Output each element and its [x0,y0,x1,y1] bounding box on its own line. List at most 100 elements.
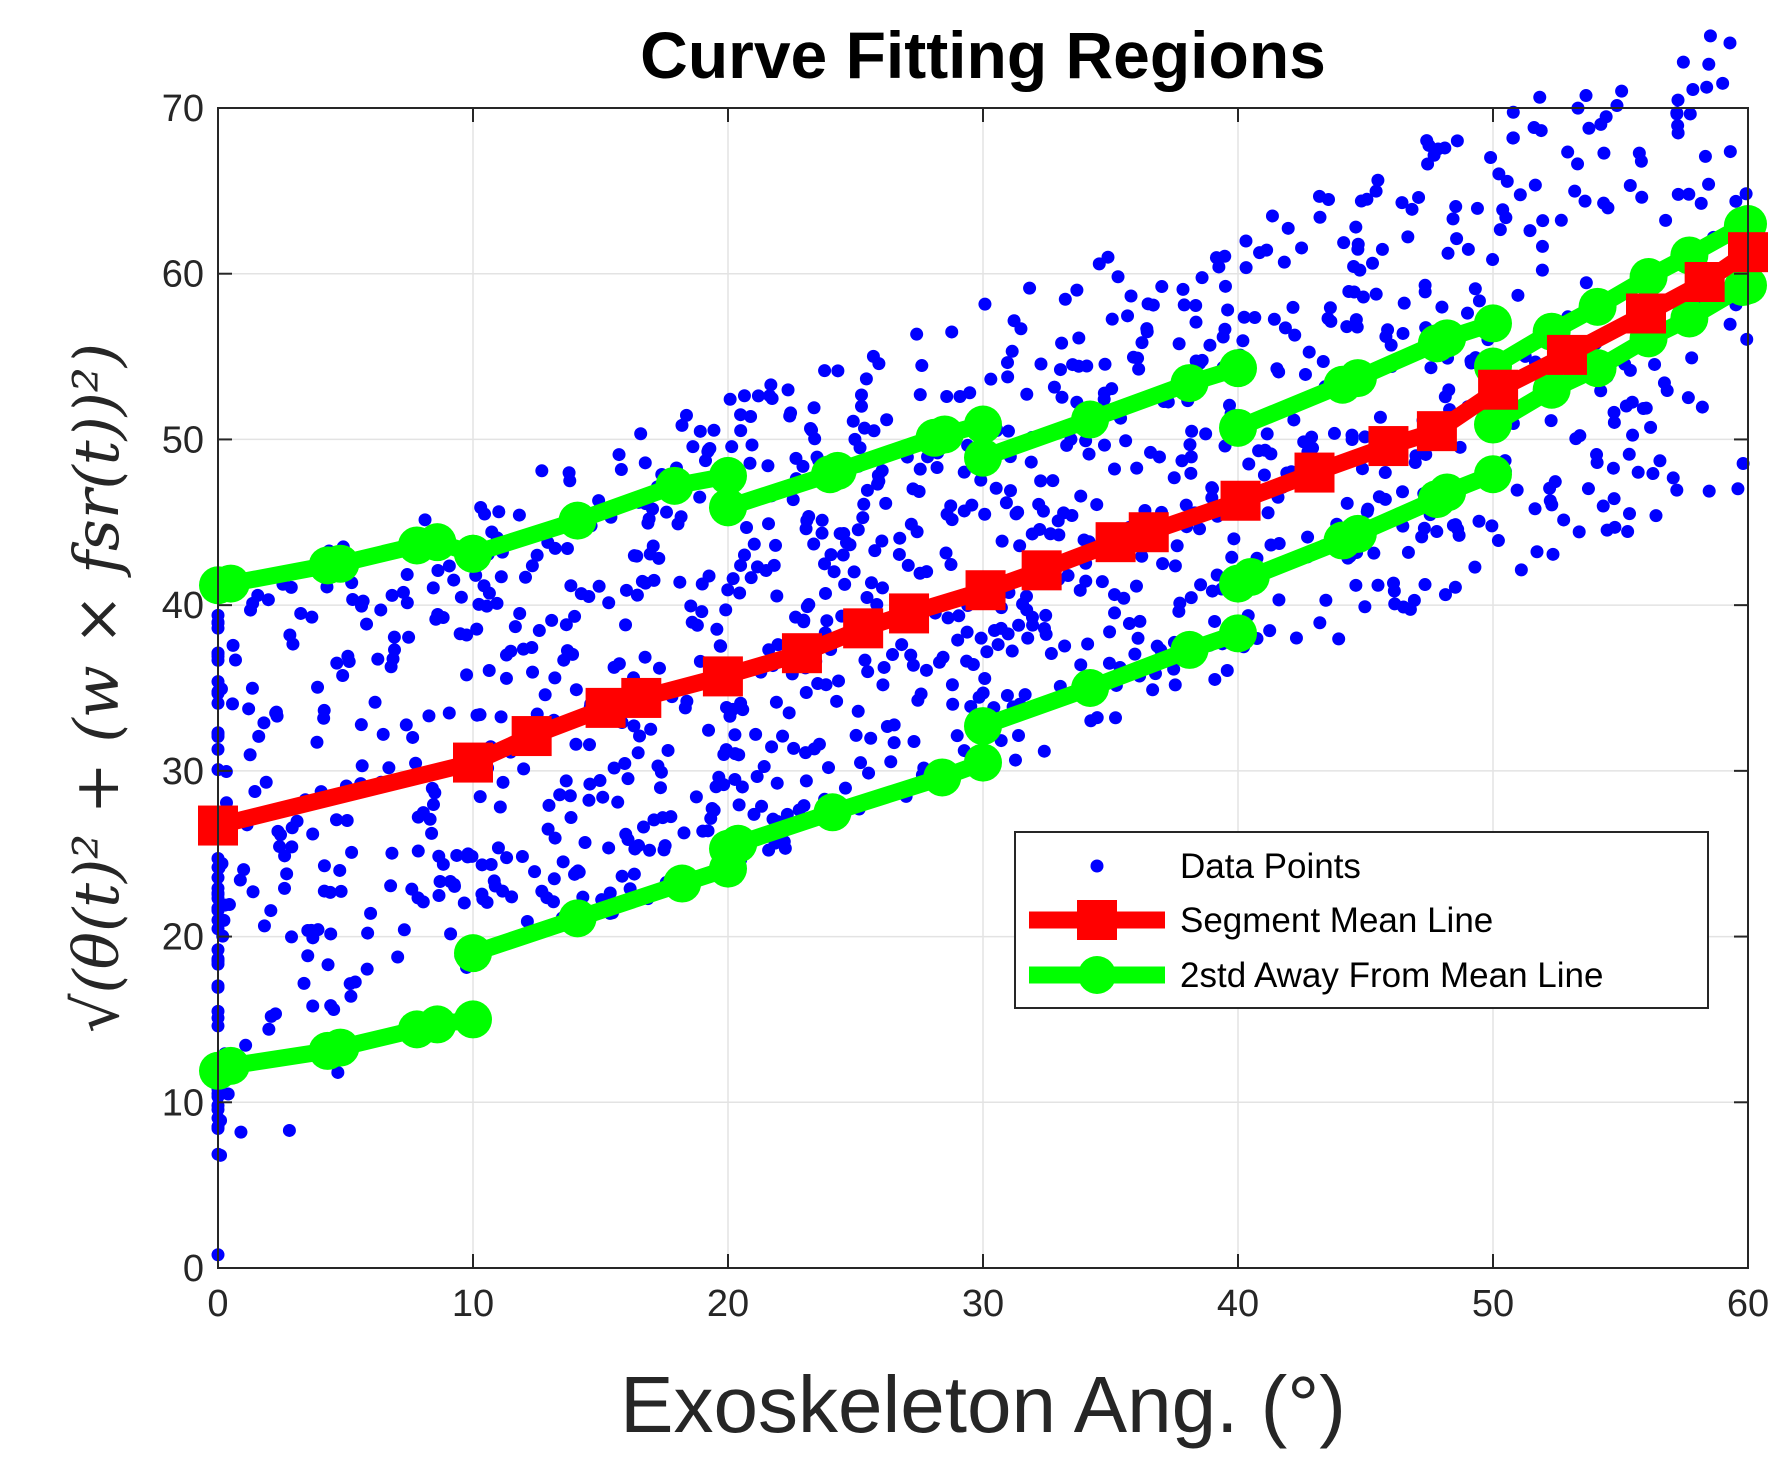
data-point [1358,600,1372,614]
x-tick-label: 40 [1217,1283,1259,1325]
data-point [568,609,582,623]
data-point [1468,560,1482,574]
data-point [432,888,446,902]
data-point [1287,413,1301,427]
data-point [940,389,954,403]
data-point [1607,492,1621,506]
data-point [1448,580,1462,594]
data-point [875,534,889,548]
data-point [578,835,592,849]
mean-line-marker [1021,550,1062,591]
data-point [1265,209,1279,223]
data-point [1622,447,1636,461]
std-line-segment [980,625,1241,735]
data-point [950,729,964,743]
data-point [426,581,440,595]
data-point [1001,424,1015,438]
data-point [1461,242,1475,256]
data-point [1671,119,1685,133]
data-point [1681,391,1695,405]
y-tick-label: 30 [162,751,204,793]
data-point [911,693,925,707]
data-point [818,557,832,571]
data-point [1610,99,1624,113]
data-point [1496,203,1510,217]
data-point [901,558,915,572]
data-point [1332,632,1346,646]
data-point [344,989,358,1003]
data-point [723,392,737,406]
data-point [1102,656,1116,670]
data-point [1053,363,1067,377]
data-point [548,671,562,685]
mean-line-marker [621,677,662,718]
data-point [734,558,748,572]
data-point [305,610,319,624]
data-point [1369,184,1383,198]
data-point [815,513,829,527]
std-line-marker [1532,370,1571,409]
data-point [919,663,933,677]
std-line-segment [980,360,1241,466]
data-point [1313,210,1327,224]
data-point [1313,616,1327,630]
data-point [732,798,746,812]
data-point [226,697,240,711]
std-line-marker [418,1005,457,1044]
data-point [1491,534,1505,548]
data-point [361,926,375,940]
data-point [360,617,374,631]
data-point [496,884,510,898]
data-point [830,694,844,708]
data-point [540,891,554,905]
data-point [1349,220,1363,234]
data-point [1395,196,1409,210]
data-point [433,875,447,889]
data-point [827,565,841,579]
data-point [734,408,748,422]
data-point [342,655,356,669]
data-point [1536,214,1550,228]
data-point [1723,36,1737,50]
data-point [1005,344,1019,358]
std-line-marker [211,564,250,603]
mean-line-marker [1478,369,1519,410]
data-point [744,410,758,424]
data-point [583,777,597,791]
data-point [411,891,425,905]
data-point [1723,317,1737,331]
data-point [485,525,499,539]
data-point [1043,527,1057,541]
data-point [1615,84,1629,98]
data-point [1090,498,1104,512]
data-point [664,810,678,824]
data-point [1472,294,1486,308]
data-point [559,618,573,632]
data-point [879,496,893,510]
data-point [1420,134,1434,148]
data-point [657,843,671,857]
data-point [832,674,846,688]
data-point [631,746,645,760]
data-point [1278,321,1292,335]
data-point [725,440,739,454]
data-point [1194,578,1208,592]
data-point [974,473,988,487]
data-point [1622,507,1636,521]
data-point [1644,420,1658,434]
data-point [1340,496,1354,510]
data-point [311,923,325,937]
data-point [429,612,443,626]
data-point [999,496,1013,510]
data-point [1546,547,1560,561]
data-point [1057,506,1071,520]
data-point [1227,532,1241,546]
data-point [750,770,764,784]
data-point [1594,384,1608,398]
data-point [1111,270,1125,284]
data-point [301,949,315,963]
y-tick-label: 10 [162,1082,204,1124]
data-point [946,697,960,711]
data-point [1117,591,1131,605]
chart-title: Curve Fitting Regions [640,18,1326,92]
